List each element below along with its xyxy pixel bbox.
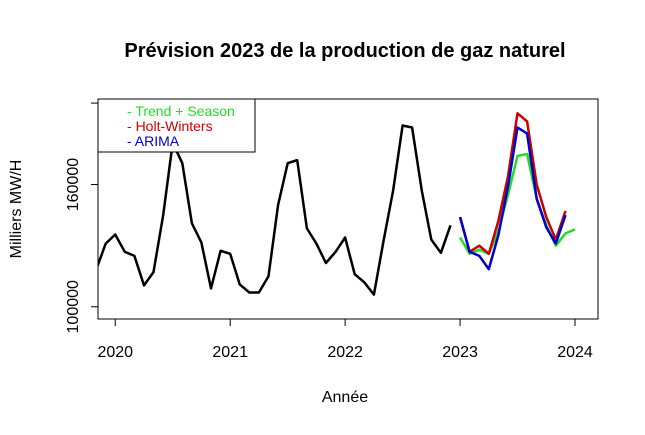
legend-label: Trend + Season: [135, 103, 235, 119]
historical-series: [98, 124, 452, 296]
x-tick-label: 2023: [442, 344, 478, 361]
holt-winters-series: [458, 112, 567, 256]
legend-entry-arima: - ARIMA: [127, 133, 180, 149]
arima-series: [458, 126, 567, 271]
y-tick-label: 100000: [65, 280, 82, 333]
legend-entry-holt-winters: - Holt-Winters: [127, 118, 213, 134]
legend-entry-trend-season: - Trend + Season: [127, 103, 235, 119]
legend: - Trend + Season - Holt-Winters - ARIMA: [97, 98, 256, 153]
legend-label: ARIMA: [135, 133, 180, 149]
legend-label: Holt-Winters: [136, 118, 213, 134]
chart-title: Prévision 2023 de la production de gaz n…: [124, 40, 565, 62]
x-axis-label: Année: [322, 389, 368, 406]
series-layer: [98, 112, 576, 296]
trend-season-series: [459, 152, 576, 256]
y-tick-label: 160000: [65, 158, 82, 211]
x-tick-label: 2022: [327, 344, 363, 361]
legend-dash: -: [127, 118, 136, 134]
x-tick-label: 2021: [212, 344, 248, 361]
legend-box: [97, 98, 256, 153]
y-axis-label: Milliers MW/H: [8, 160, 25, 259]
x-tick-label: 2024: [557, 344, 593, 361]
y-axis: 100000 160000: [65, 102, 99, 333]
legend-dash: -: [127, 103, 135, 119]
x-tick-label: 2020: [97, 344, 133, 361]
x-axis: 2020 2021 2022 2023 2024: [97, 318, 593, 361]
legend-dash: -: [127, 133, 135, 149]
